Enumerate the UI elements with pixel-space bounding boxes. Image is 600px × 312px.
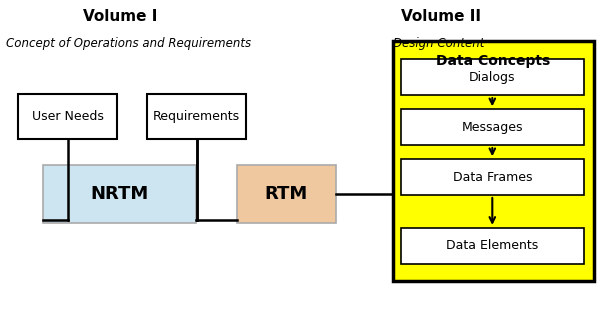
Text: Volume I: Volume I <box>83 9 157 24</box>
FancyBboxPatch shape <box>43 165 196 223</box>
FancyBboxPatch shape <box>401 59 584 95</box>
FancyBboxPatch shape <box>401 159 584 195</box>
Text: NRTM: NRTM <box>91 185 149 203</box>
FancyBboxPatch shape <box>401 228 584 264</box>
Text: Dialogs: Dialogs <box>469 71 515 84</box>
Text: Data Concepts: Data Concepts <box>436 54 551 68</box>
Text: Concept of Operations and Requirements: Concept of Operations and Requirements <box>6 37 251 51</box>
FancyBboxPatch shape <box>147 94 246 139</box>
Text: Volume II: Volume II <box>401 9 481 24</box>
Text: Messages: Messages <box>461 121 523 134</box>
FancyBboxPatch shape <box>393 41 594 281</box>
Text: RTM: RTM <box>265 185 308 203</box>
FancyBboxPatch shape <box>18 94 117 139</box>
FancyBboxPatch shape <box>237 165 336 223</box>
Text: User Needs: User Needs <box>32 110 103 123</box>
FancyBboxPatch shape <box>401 109 584 145</box>
Text: Requirements: Requirements <box>153 110 240 123</box>
Text: Data Frames: Data Frames <box>452 171 532 183</box>
Text: Data Elements: Data Elements <box>446 239 538 252</box>
Text: Design Content: Design Content <box>393 37 484 51</box>
